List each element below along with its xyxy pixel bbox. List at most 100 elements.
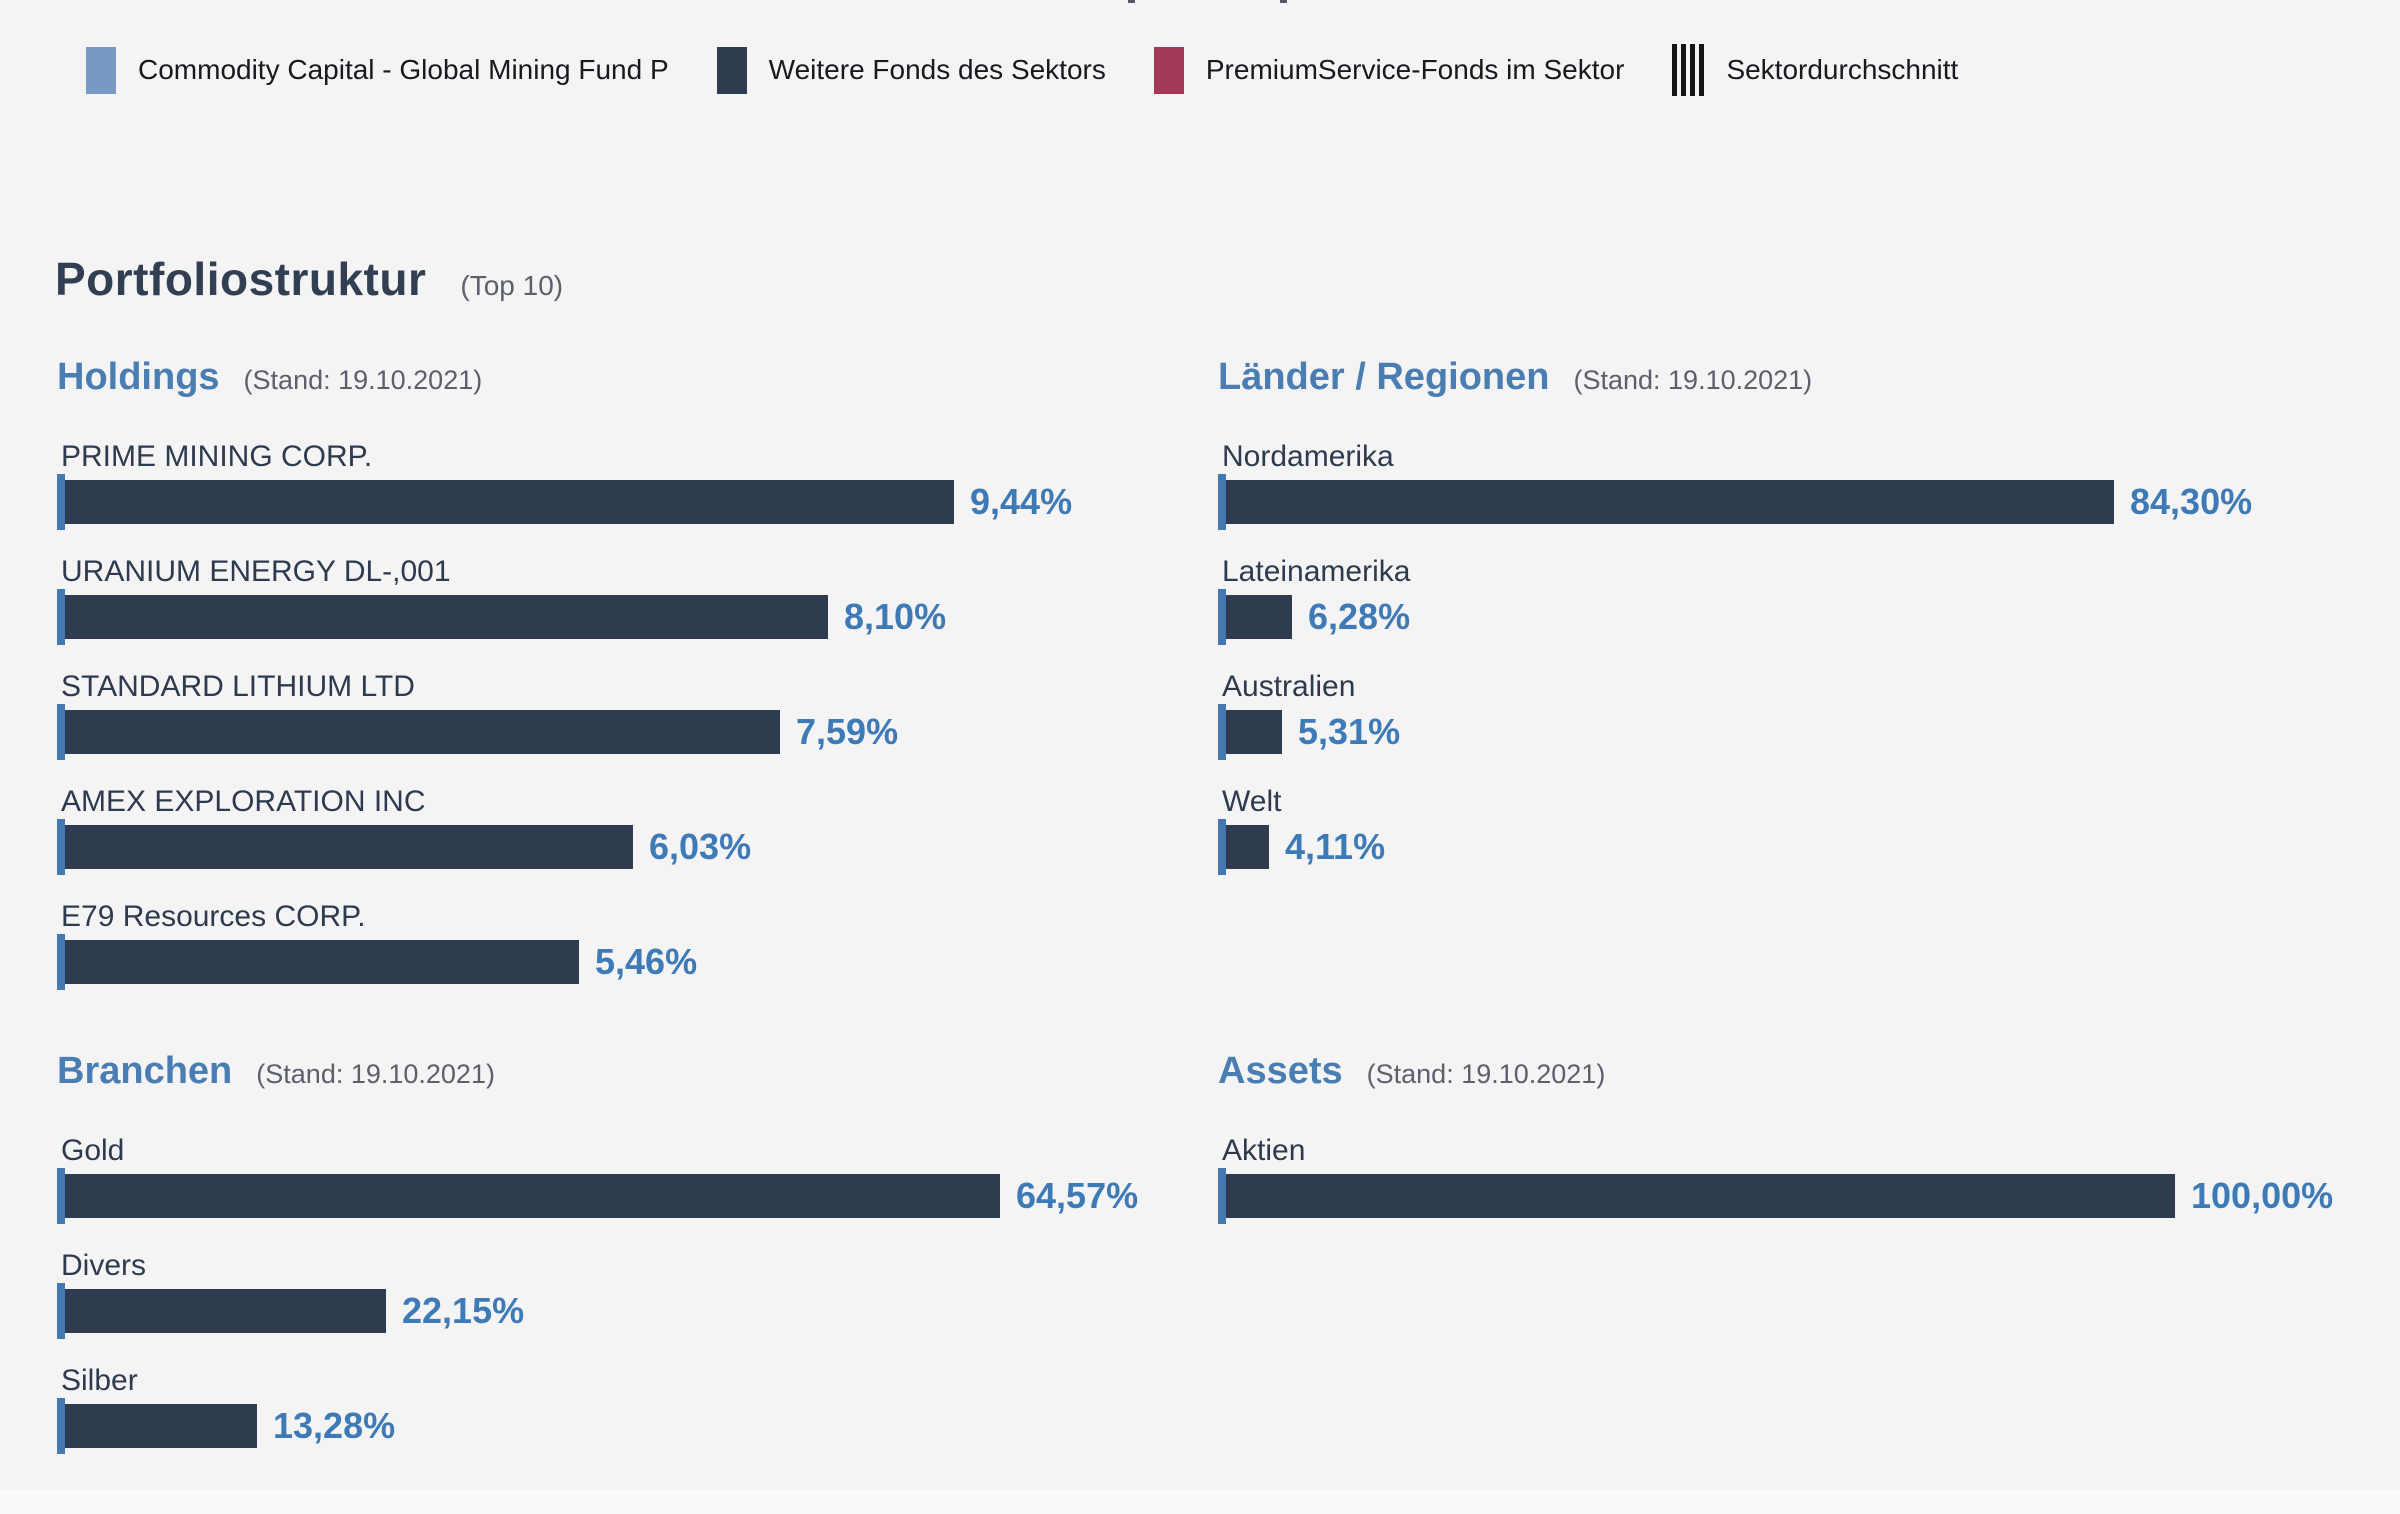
bar-line: 64,57% bbox=[57, 1168, 1218, 1224]
bar-row: Silber 13,28% bbox=[57, 1363, 1218, 1454]
bar-line: 22,15% bbox=[57, 1283, 1218, 1339]
bar-category-label: AMEX EXPLORATION INC bbox=[61, 785, 426, 818]
bar-value-label: 84,30% bbox=[2130, 481, 2253, 522]
bar-row: STANDARD LITHIUM LTD 7,59% bbox=[57, 669, 1218, 760]
bar-value-label: 8,10% bbox=[844, 596, 947, 637]
section-title: Länder / Regionen bbox=[1218, 356, 1550, 398]
section-heading: Assets (Stand: 19.10.2021) bbox=[1218, 1049, 2358, 1096]
value-bar bbox=[1226, 825, 1269, 869]
fund-marker-tick-icon bbox=[1218, 704, 1226, 760]
value-bar bbox=[65, 710, 780, 754]
value-bar bbox=[65, 1289, 386, 1333]
value-bar bbox=[1226, 595, 1292, 639]
bar-row: Divers 22,15% bbox=[57, 1248, 1218, 1339]
section-as-of-date: (Stand: 19.10.2021) bbox=[256, 1059, 495, 1089]
fund-marker-tick-icon bbox=[57, 934, 65, 990]
legend-label: Weitere Fonds des Sektors bbox=[768, 54, 1106, 85]
section-holdings: Holdings (Stand: 19.10.2021) PRIME MININ… bbox=[57, 355, 1218, 1014]
section-title: Assets bbox=[1218, 1050, 1343, 1092]
bar-row: Lateinamerika 6,28% bbox=[1218, 554, 2358, 645]
bar-category-label: STANDARD LITHIUM LTD bbox=[61, 670, 415, 703]
bar-line: 4,11% bbox=[1218, 819, 2358, 875]
value-bar bbox=[65, 480, 954, 524]
bar-value-label: 5,46% bbox=[595, 941, 698, 982]
fund-swatch bbox=[86, 46, 116, 94]
bar-line: 5,31% bbox=[1218, 704, 2358, 760]
bar-line: 13,28% bbox=[57, 1398, 1218, 1454]
bar-line: 100,00% bbox=[1218, 1168, 2358, 1224]
cropped-text-remnant bbox=[1128, 0, 1135, 3]
premium-funds-swatch bbox=[1153, 46, 1184, 94]
bar-line: 7,59% bbox=[57, 704, 1218, 760]
page-title: Portfoliostruktur bbox=[55, 253, 427, 305]
legend-label: Sektordurchschnitt bbox=[1726, 54, 1959, 85]
bar-line: 8,10% bbox=[57, 589, 1218, 645]
holdings-bar-chart: PRIME MINING CORP. 9,44% URANIUM ENERGY DL… bbox=[57, 439, 1218, 990]
section-as-of-date: (Stand: 19.10.2021) bbox=[1573, 365, 1813, 395]
bar-category-label: Lateinamerika bbox=[1222, 555, 1411, 588]
section-as-of-date: (Stand: 19.10.2021) bbox=[243, 365, 483, 395]
fund-marker-tick-icon bbox=[57, 819, 65, 875]
bar-value-label: 22,15% bbox=[402, 1290, 525, 1331]
countries-bar-chart: Nordamerika 84,30% Lateinamerika 6,28% Austr… bbox=[1218, 439, 2358, 875]
bar-value-label: 64,57% bbox=[1016, 1175, 1139, 1216]
bar-category-label: Australien bbox=[1222, 670, 1356, 703]
bar-value-label: 6,28% bbox=[1308, 596, 1411, 637]
bar-row: PRIME MINING CORP. 9,44% bbox=[57, 439, 1218, 530]
legend-item: Commodity Capital - Global Mining Fund P bbox=[86, 46, 669, 94]
fund-marker-tick-icon bbox=[1218, 474, 1226, 530]
bar-category-label: Welt bbox=[1222, 785, 1282, 818]
assets-bar-chart: Aktien 100,00% bbox=[1218, 1133, 2358, 1224]
bar-value-label: 6,03% bbox=[649, 826, 752, 867]
bar-category-label: Silber bbox=[61, 1364, 138, 1397]
bar-row: Australien 5,31% bbox=[1218, 669, 2358, 760]
bar-row: URANIUM ENERGY DL-,001 8,10% bbox=[57, 554, 1218, 645]
section-as-of-date: (Stand: 19.10.2021) bbox=[1366, 1059, 1606, 1089]
fund-marker-tick-icon bbox=[57, 474, 65, 530]
bar-category-label: Nordamerika bbox=[1222, 440, 1394, 473]
bar-value-label: 5,31% bbox=[1298, 711, 1401, 752]
legend-label: PremiumService-Fonds im Sektor bbox=[1205, 54, 1625, 85]
legend-item: PremiumService-Fonds im Sektor bbox=[1153, 46, 1625, 94]
bar-row: Aktien 100,00% bbox=[1218, 1133, 2358, 1224]
bar-value-label: 100,00% bbox=[2191, 1175, 2334, 1216]
legend-item: Sektordurchschnitt bbox=[1672, 44, 1958, 96]
value-bar bbox=[65, 940, 579, 984]
value-bar bbox=[1226, 1174, 2175, 1218]
section-countries-regions: Länder / Regionen (Stand: 19.10.2021) No… bbox=[1218, 355, 2358, 1014]
fund-marker-tick-icon bbox=[1218, 589, 1226, 645]
fund-marker-tick-icon bbox=[57, 589, 65, 645]
fund-marker-tick-icon bbox=[57, 1168, 65, 1224]
legend-item: Weitere Fonds des Sektors bbox=[716, 46, 1106, 94]
bar-line: 84,30% bbox=[1218, 474, 2358, 530]
value-bar bbox=[65, 1404, 257, 1448]
portfolio-structure-header: Portfoliostruktur (Top 10) bbox=[55, 252, 563, 306]
fund-marker-tick-icon bbox=[57, 1283, 65, 1339]
fund-marker-tick-icon bbox=[57, 1398, 65, 1454]
bar-row: Gold 64,57% bbox=[57, 1133, 1218, 1224]
sector-average-stripes-icon bbox=[1672, 44, 1705, 96]
bar-category-label: E79 Resources CORP. bbox=[61, 900, 366, 933]
section-industries: Branchen (Stand: 19.10.2021) Gold 64,57% D… bbox=[57, 1049, 1218, 1478]
portfolio-sections-grid: Holdings (Stand: 19.10.2021) PRIME MININ… bbox=[57, 355, 2358, 1478]
bar-category-label: Aktien bbox=[1222, 1134, 1306, 1167]
section-heading: Länder / Regionen (Stand: 19.10.2021) bbox=[1218, 355, 2358, 402]
fund-marker-tick-icon bbox=[57, 704, 65, 760]
bar-value-label: 9,44% bbox=[970, 481, 1073, 522]
bar-row: Nordamerika 84,30% bbox=[1218, 439, 2358, 530]
bar-line: 6,03% bbox=[57, 819, 1218, 875]
page-bottom-band bbox=[0, 1490, 2400, 1514]
bar-category-label: URANIUM ENERGY DL-,001 bbox=[61, 555, 451, 588]
value-bar bbox=[1226, 480, 2114, 524]
section-title: Branchen bbox=[57, 1050, 233, 1092]
section-heading: Holdings (Stand: 19.10.2021) bbox=[57, 355, 1218, 402]
section-assets: Assets (Stand: 19.10.2021) Aktien 100,00% bbox=[1218, 1049, 2358, 1478]
bar-row: E79 Resources CORP. 5,46% bbox=[57, 899, 1218, 990]
bar-row: AMEX EXPLORATION INC 6,03% bbox=[57, 784, 1218, 875]
legend-label: Commodity Capital - Global Mining Fund P bbox=[138, 54, 669, 85]
bar-category-label: PRIME MINING CORP. bbox=[61, 440, 373, 473]
fund-marker-tick-icon bbox=[1218, 819, 1226, 875]
bar-line: 9,44% bbox=[57, 474, 1218, 530]
page-title-suffix: (Top 10) bbox=[460, 270, 564, 301]
bar-row: Welt 4,11% bbox=[1218, 784, 2358, 875]
